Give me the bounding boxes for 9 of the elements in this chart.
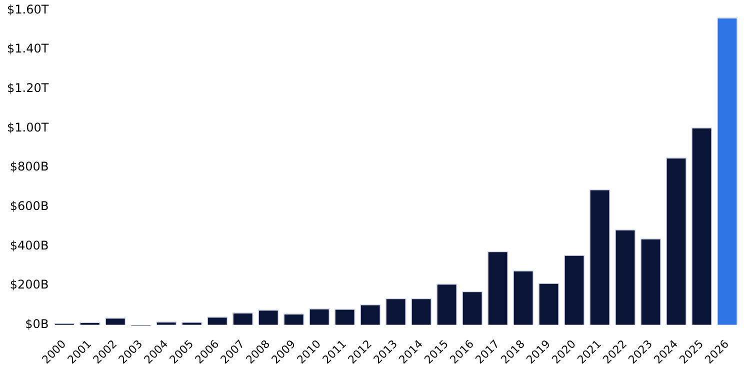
y-tick-label: $400B — [10, 238, 49, 252]
y-tick-label: $600B — [10, 199, 49, 214]
y-tick-label: $0B — [25, 317, 49, 332]
y-tick-label: $1.00T — [6, 120, 50, 134]
y-tick-label: $1.60T — [6, 2, 50, 16]
y-tick-label: $200B — [10, 278, 49, 292]
y-tick-label: $1.20T — [6, 81, 50, 95]
y-tick-label: $1.40T — [6, 42, 50, 56]
y-tick-label: $800B — [10, 160, 49, 174]
